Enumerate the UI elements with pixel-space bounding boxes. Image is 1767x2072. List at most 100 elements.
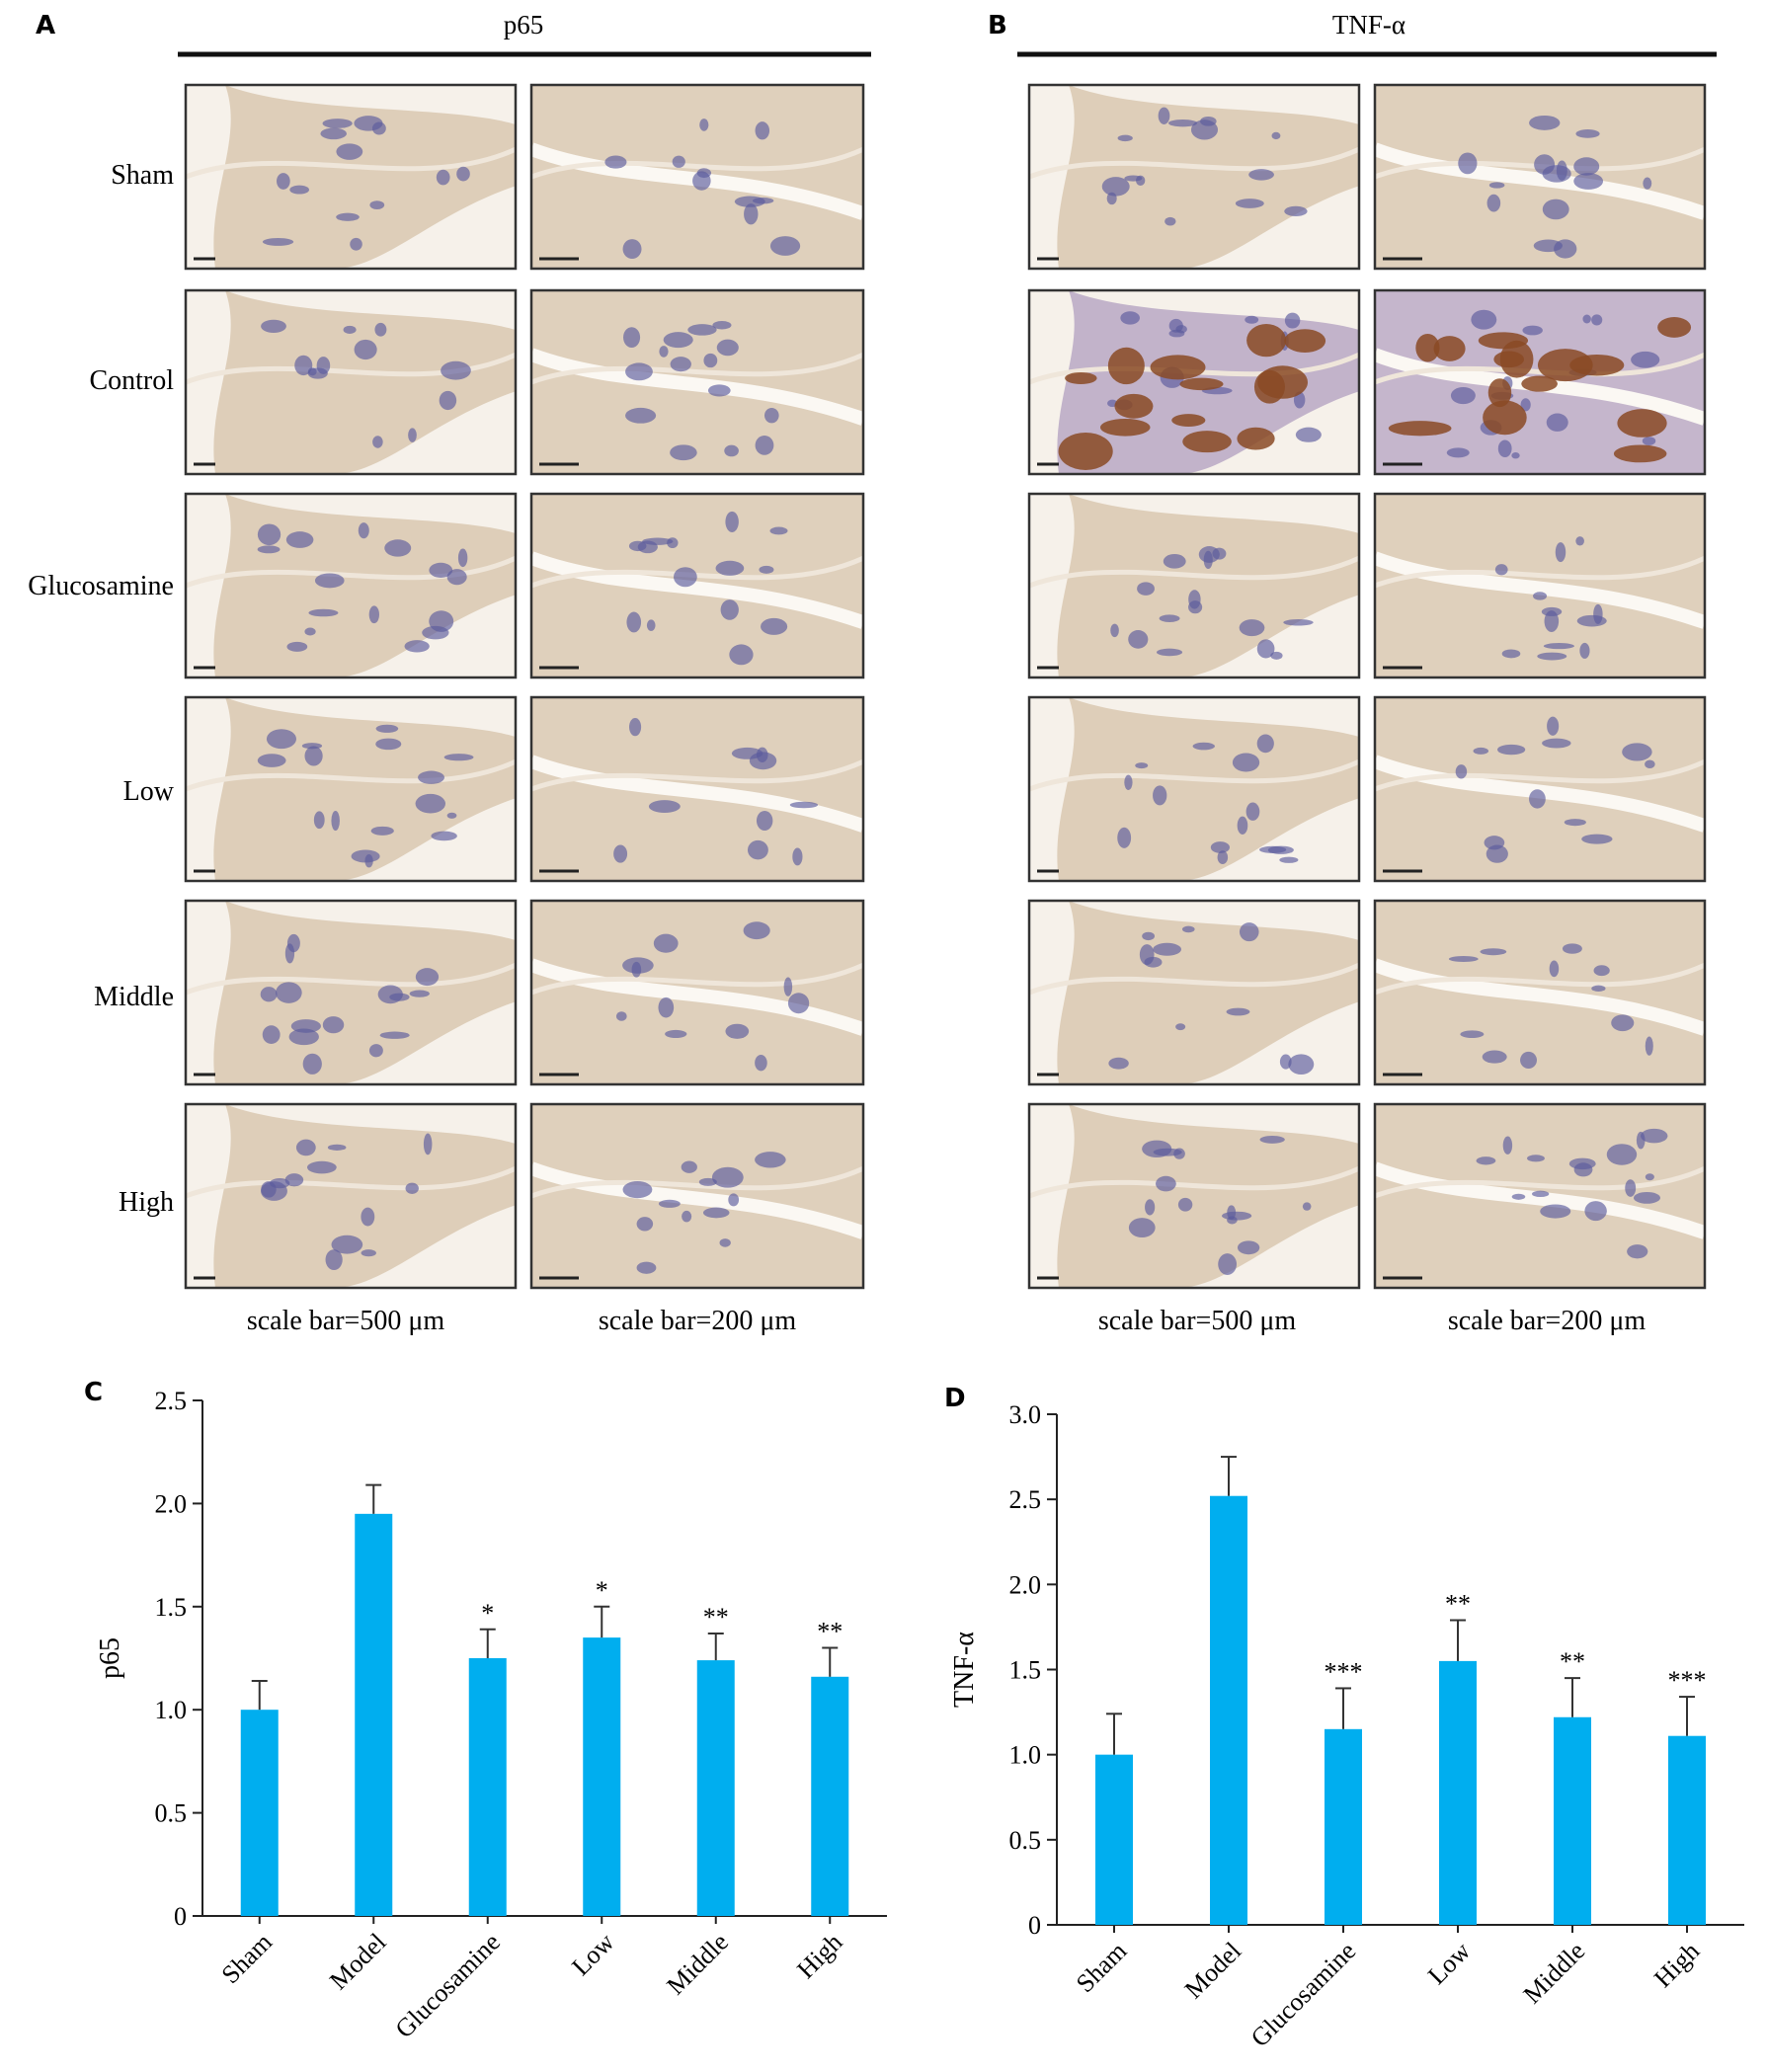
bar [1210,1495,1247,1925]
tile-frame [184,695,518,883]
tile-frame [1027,695,1361,883]
tile-frame [1373,695,1707,883]
chart-d: D 0 0.5 1.0 1.5 2.0 2.5 3.0 TNF-α Sham Model *** Glu… [944,1384,1744,2052]
x-tick-label: Model [324,1928,392,1996]
row-label: Sham [111,160,174,191]
panel-label: D [944,1384,966,1413]
row-label: Glucosamine [28,571,174,601]
tile-frame [1373,1102,1707,1290]
x-tick-label: Low [1422,1937,1476,1990]
bar [240,1710,279,1916]
tile-frame [1027,1102,1361,1290]
significance-marker: ** [703,1603,729,1632]
scale-caption-b-left: scale bar=500 μm [1098,1306,1297,1336]
bar [355,1513,393,1916]
panel-a-title: p65 [504,10,544,40]
y-tick-label: 0 [174,1902,187,1931]
tile-frame [1027,288,1361,476]
micrograph-tile [184,288,518,476]
significance-marker: ** [1445,1590,1471,1619]
y-tick-label: 2.0 [155,1489,188,1518]
row-label: High [119,1187,174,1218]
micrograph-tile [184,1102,518,1290]
micrograph-tile [1027,492,1361,679]
row-labels: Sham Control Glucosamine Low Middle High [28,160,175,1218]
significance-marker: * [481,1599,494,1628]
tile-frame [184,492,518,679]
x-tick-label: Sham [1071,1937,1132,1998]
micrograph-tile [529,492,865,679]
tile-frame [1373,492,1707,679]
micrograph-tile [184,899,518,1086]
significance-marker: * [596,1576,608,1605]
micrograph-tile [529,899,865,1086]
x-tick-label: Model [1179,1937,1247,2005]
micrograph-tile [184,83,518,271]
bar [1095,1754,1133,1925]
y-tick-label: 0.5 [1009,1826,1042,1855]
scale-caption-a-right: scale bar=200 μm [599,1306,797,1336]
panel-b-title: TNF-α [1332,10,1406,40]
tile-frame [1373,83,1707,271]
micrograph-tile [184,695,518,883]
bar [583,1637,621,1916]
x-tick-label: High [791,1928,847,1984]
tile-frame [529,492,865,679]
y-tick-label: 2.0 [1009,1570,1042,1599]
micrograph-tile [1027,899,1361,1086]
scale-caption-a-left: scale bar=500 μm [247,1306,445,1336]
tile-frame [184,83,518,271]
tile-frame [1027,899,1361,1086]
x-tick-label: High [1648,1937,1705,1993]
panel-label: C [84,1378,103,1407]
micrograph-tile [1373,695,1707,883]
row-label: Low [123,776,175,807]
y-tick-label: 0.5 [155,1799,188,1828]
tile-frame [184,1102,518,1290]
bar [1439,1660,1477,1925]
tile-frame [184,899,518,1086]
y-tick-label: 0 [1028,1911,1041,1940]
x-tick-label: Low [566,1928,619,1981]
tile-frame [529,695,865,883]
y-tick-label: 3.0 [1009,1400,1042,1429]
x-tick-label: Sham [216,1928,278,1989]
y-axis-label: p65 [95,1637,125,1679]
micrograph-tile [184,492,518,679]
bar [1554,1716,1591,1925]
tile-frame [184,288,518,476]
y-tick-label: 1.0 [155,1696,188,1724]
bar [1325,1728,1362,1925]
bar [696,1660,735,1916]
significance-marker: *** [1668,1666,1707,1695]
micrograph-tile [1027,83,1361,271]
micrograph-tile [1373,899,1707,1086]
x-tick-label: Middle [661,1928,734,2001]
y-axis-label: TNF-α [949,1632,980,1708]
micrograph-tile [529,83,865,271]
micrograph-tile [1373,288,1707,476]
micrograph-grid [184,83,1707,1290]
micrograph-tile [1373,492,1707,679]
x-tick-label: Glucosamine [1245,1937,1362,2053]
y-tick-label: 1.5 [1009,1656,1042,1685]
micrograph-tile [1373,1102,1707,1290]
tile-frame [529,288,865,476]
micrograph-tile [1027,288,1361,476]
x-tick-label: Glucosamine [389,1928,506,2044]
panel-a-label: A [36,11,55,40]
micrograph-tile [529,695,865,883]
micrograph-tile [1027,1102,1361,1290]
tile-frame [1373,899,1707,1086]
chart-c: C 0 0.5 1.0 1.5 2.0 2.5 p65 Sham Model * Glucosamin… [84,1378,887,2043]
tile-frame [529,1102,865,1290]
micrograph-tile [1373,83,1707,271]
micrograph-tile [1027,695,1361,883]
y-tick-label: 2.5 [155,1387,188,1415]
y-tick-label: 1.5 [155,1593,188,1622]
significance-marker: *** [1325,1657,1363,1686]
micrograph-tile [529,288,865,476]
significance-marker: ** [817,1618,843,1646]
micrograph-tile [529,1102,865,1290]
